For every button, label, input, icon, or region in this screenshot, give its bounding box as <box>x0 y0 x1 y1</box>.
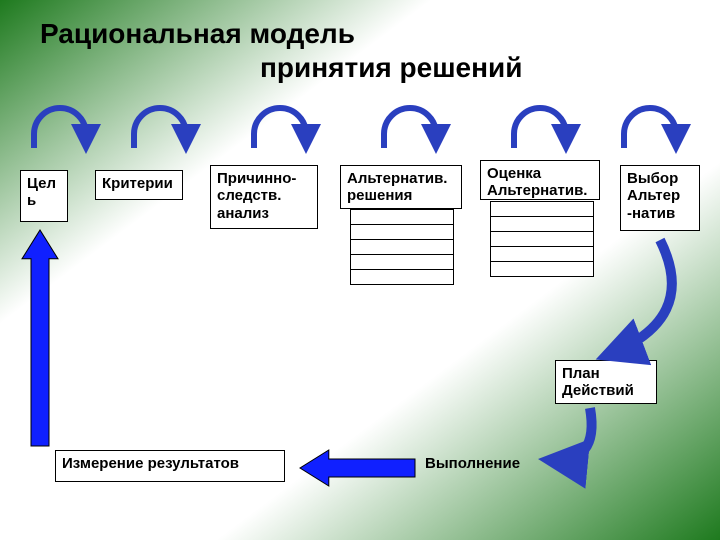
node-causal-label: Причинно-следств.анализ <box>217 170 296 222</box>
node-goal: Цель <box>20 170 68 222</box>
stack-row <box>350 254 454 270</box>
node-exec: Выполнение <box>425 455 565 472</box>
stack-row <box>350 224 454 240</box>
node-alt-label: Альтернатив.решения <box>347 170 447 204</box>
stack-row <box>490 231 594 247</box>
stack-row <box>350 239 454 255</box>
node-plan-label: ПланДействий <box>562 365 634 399</box>
stack-row <box>490 246 594 262</box>
stack-row <box>490 201 594 217</box>
node-causal: Причинно-следств.анализ <box>210 165 318 229</box>
node-eval-label: ОценкаАльтернатив. <box>487 165 587 199</box>
node-exec-label: Выполнение <box>425 455 520 472</box>
stack-row <box>490 216 594 232</box>
node-criteria: Критерии <box>95 170 183 200</box>
node-evaluation: ОценкаАльтернатив. <box>480 160 600 200</box>
node-criteria-label: Критерии <box>102 175 173 192</box>
eval-stack <box>490 202 594 277</box>
title-line-2: принятия решений <box>260 52 522 84</box>
node-measure: Измерение результатов <box>55 450 285 482</box>
title-line-1: Рациональная модель <box>40 18 355 50</box>
stack-row <box>350 209 454 225</box>
node-goal-label: Цель <box>27 175 56 209</box>
node-choice: ВыборАльтер-натив <box>620 165 700 231</box>
stack-row <box>350 269 454 285</box>
node-alternatives: Альтернатив.решения <box>340 165 462 209</box>
node-choice-label: ВыборАльтер-натив <box>627 170 680 222</box>
alt-stack <box>350 210 454 285</box>
node-measure-label: Измерение результатов <box>62 455 239 472</box>
node-plan: ПланДействий <box>555 360 657 404</box>
stack-row <box>490 261 594 277</box>
